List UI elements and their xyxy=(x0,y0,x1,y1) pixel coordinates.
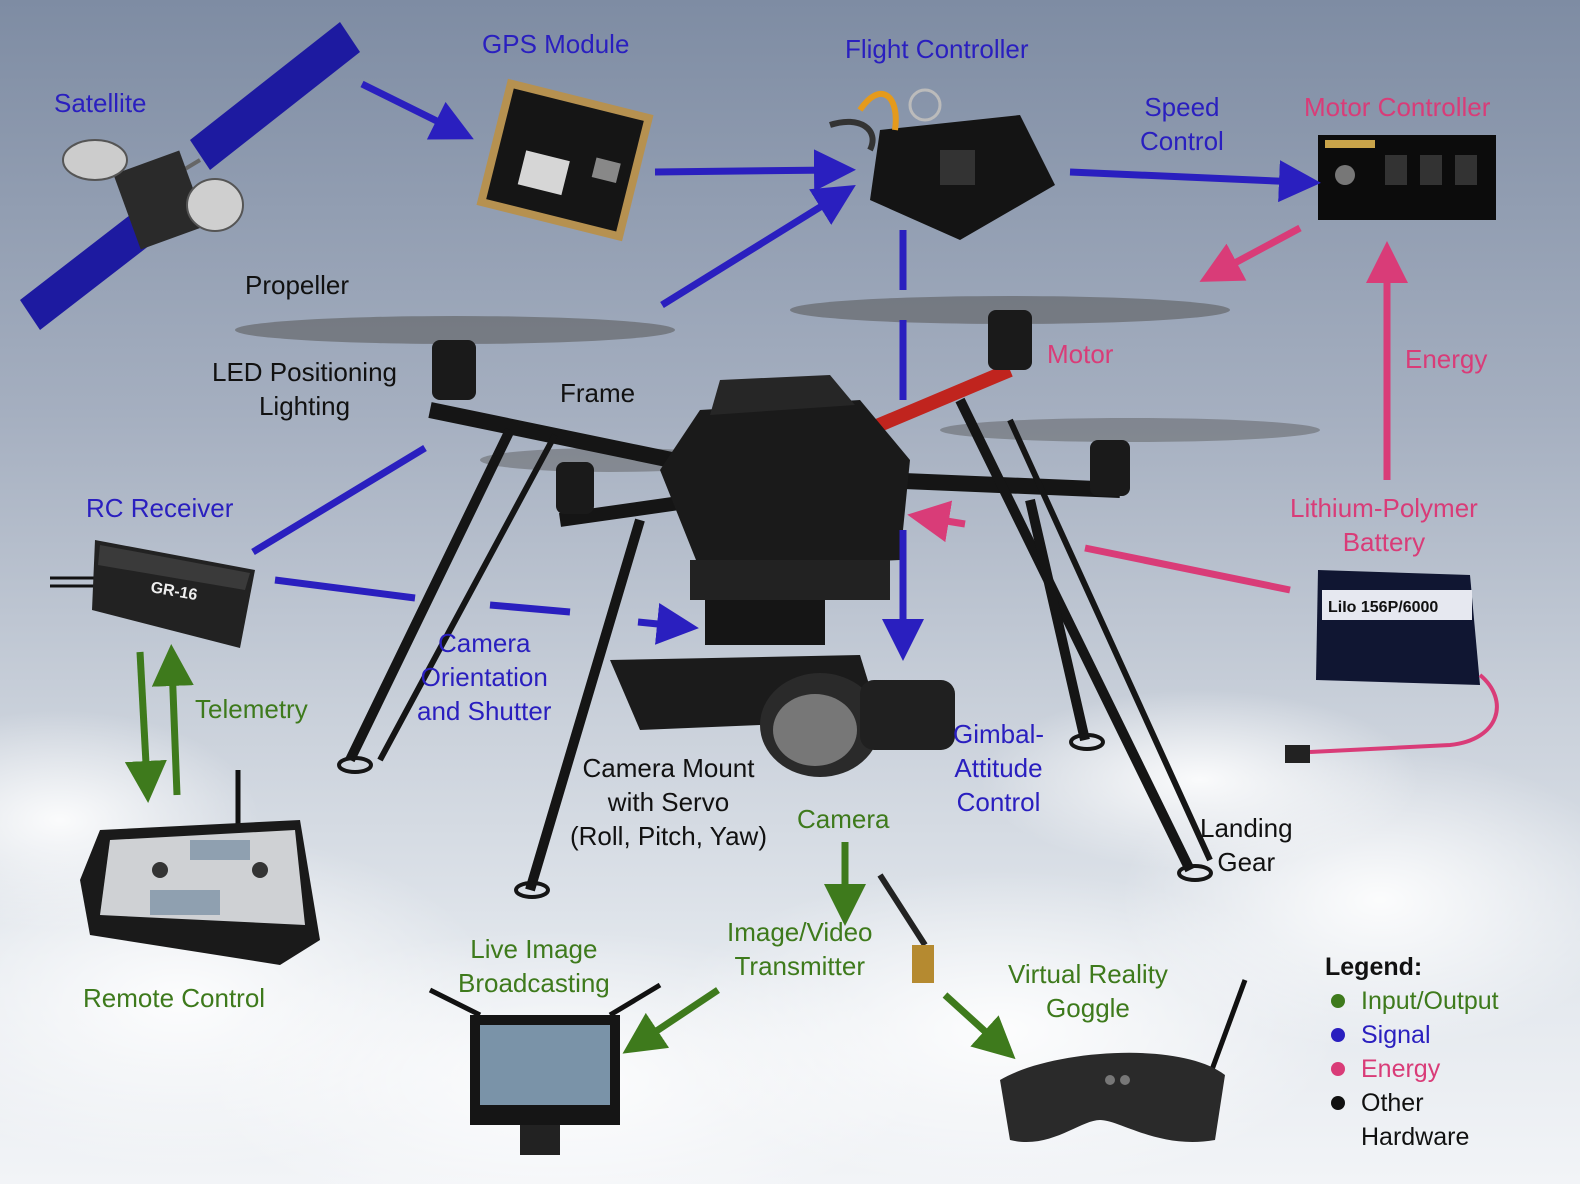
vr-goggle-label: Virtual Reality Goggle xyxy=(1008,959,1168,1023)
arrow-remote-to-receiver-telemetry xyxy=(151,644,194,796)
battery-image: LiIo 156P/6000 xyxy=(1285,570,1499,763)
motor-controller-label: Motor Controller xyxy=(1304,92,1491,122)
arrow-transmitter-to-monitor xyxy=(622,987,720,1054)
gps-module-label: GPS Module xyxy=(482,29,630,59)
satellite-label: Satellite xyxy=(54,88,147,118)
energy-label: Energy xyxy=(1405,344,1488,374)
line-receiver-to-frame xyxy=(251,445,427,555)
drone-frame xyxy=(337,363,1213,899)
frame-label: Frame xyxy=(560,378,636,408)
flight-controller-image xyxy=(829,88,1055,240)
legend-label-io: Input/Output xyxy=(1361,987,1499,1015)
line-battery-to-drone xyxy=(1084,544,1291,594)
gimbal-attitude-control-label: Gimbal- Attitude Control xyxy=(953,719,1045,817)
landing-gear-label: Landing Gear xyxy=(1200,813,1293,877)
legend-dot-hardware xyxy=(1331,1096,1345,1110)
live-image-broadcasting-label: Live Image Broadcasting xyxy=(458,934,610,998)
propeller-label: Propeller xyxy=(245,270,350,300)
gps-module-image xyxy=(476,78,654,242)
drone-body xyxy=(610,375,955,777)
cloud-background xyxy=(0,690,1580,1184)
legend-item-hardware: Other Hardware xyxy=(1325,1086,1499,1154)
satellite-image xyxy=(20,22,360,330)
arrow-satellite-to-gps xyxy=(360,80,474,140)
rc-receiver-image: GR-16 xyxy=(50,540,255,648)
motor-label: Motor xyxy=(1047,339,1114,369)
battery-model-label: LiIo 156P/6000 xyxy=(1328,599,1438,616)
led-positioning-lighting-label: LED Positioning Lighting xyxy=(212,357,397,421)
drone-motors xyxy=(432,310,1130,514)
rc-receiver-label: RC Receiver xyxy=(86,493,234,523)
legend-dot-signal xyxy=(1331,1028,1345,1042)
camera-label: Camera xyxy=(797,804,890,834)
vr-goggle-image xyxy=(1000,979,1248,1143)
arrow-receiver-to-camera-mount xyxy=(637,603,699,645)
live-monitor-image xyxy=(428,982,662,1155)
flight-controller-label: Flight Controller xyxy=(845,34,1029,64)
video-transmitter-image xyxy=(877,873,934,983)
legend-item-io: Input/Output xyxy=(1325,984,1499,1018)
io-arrows xyxy=(124,644,1016,1060)
camera-mount-label: Camera Mount with Servo (Roll, Pitch, Ya… xyxy=(570,753,767,851)
camera-orientation-shutter-label: Camera Orientation and Shutter xyxy=(417,628,552,726)
remote-control-label: Remote Control xyxy=(83,983,266,1013)
arrow-flight-controller-to-motor-controller xyxy=(1069,160,1321,203)
legend-item-signal: Signal xyxy=(1325,1018,1499,1052)
legend-dot-io xyxy=(1331,994,1345,1008)
lithium-polymer-battery-label: Lithium-Polymer Battery xyxy=(1290,493,1478,557)
propeller-blades xyxy=(235,296,1320,472)
legend-dot-energy xyxy=(1331,1062,1345,1076)
motor-controller-image xyxy=(1318,135,1496,220)
arrow-receiver-to-remote xyxy=(124,651,167,803)
image-video-transmitter-label: Image/Video Transmitter xyxy=(727,917,873,981)
legend-label-energy: Energy xyxy=(1361,1055,1441,1083)
legend-label-hardware: Other Hardware xyxy=(1361,1089,1470,1151)
legend: Legend: Input/Output Signal Energy Other… xyxy=(1325,950,1499,1154)
speed-control-label: Speed Control xyxy=(1140,92,1224,156)
arrow-battery-to-drone-body xyxy=(907,500,966,543)
legend-item-energy: Energy xyxy=(1325,1052,1499,1086)
energy-arrows xyxy=(907,224,1408,594)
remote-control-image xyxy=(80,770,320,965)
arrow-gps-to-flight-controller xyxy=(654,149,856,192)
signal-arrows xyxy=(251,80,1321,661)
line-receiver-to-camera-2 xyxy=(489,601,571,616)
telemetry-label: Telemetry xyxy=(195,694,308,724)
legend-title: Legend: xyxy=(1325,953,1423,981)
legend-label-signal: Signal xyxy=(1361,1021,1431,1049)
line-receiver-to-camera-1 xyxy=(274,576,416,602)
arrow-transmitter-to-goggle xyxy=(942,992,1016,1060)
arrow-receiver-to-flight-controller xyxy=(660,184,856,308)
arrow-motor-controller-to-motor xyxy=(1199,224,1302,282)
